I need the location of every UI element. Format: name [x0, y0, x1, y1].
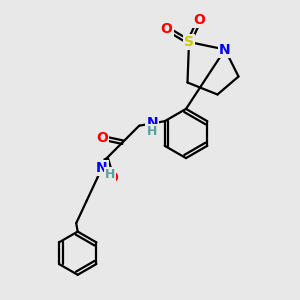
Text: H: H: [105, 168, 115, 182]
Text: O: O: [194, 13, 206, 26]
Text: O: O: [160, 22, 172, 35]
Text: O: O: [96, 131, 108, 145]
Text: N: N: [219, 43, 231, 56]
Text: N: N: [146, 116, 158, 130]
Text: H: H: [147, 125, 157, 138]
Text: N: N: [96, 161, 107, 175]
Text: O: O: [106, 171, 118, 185]
Text: S: S: [184, 35, 194, 49]
